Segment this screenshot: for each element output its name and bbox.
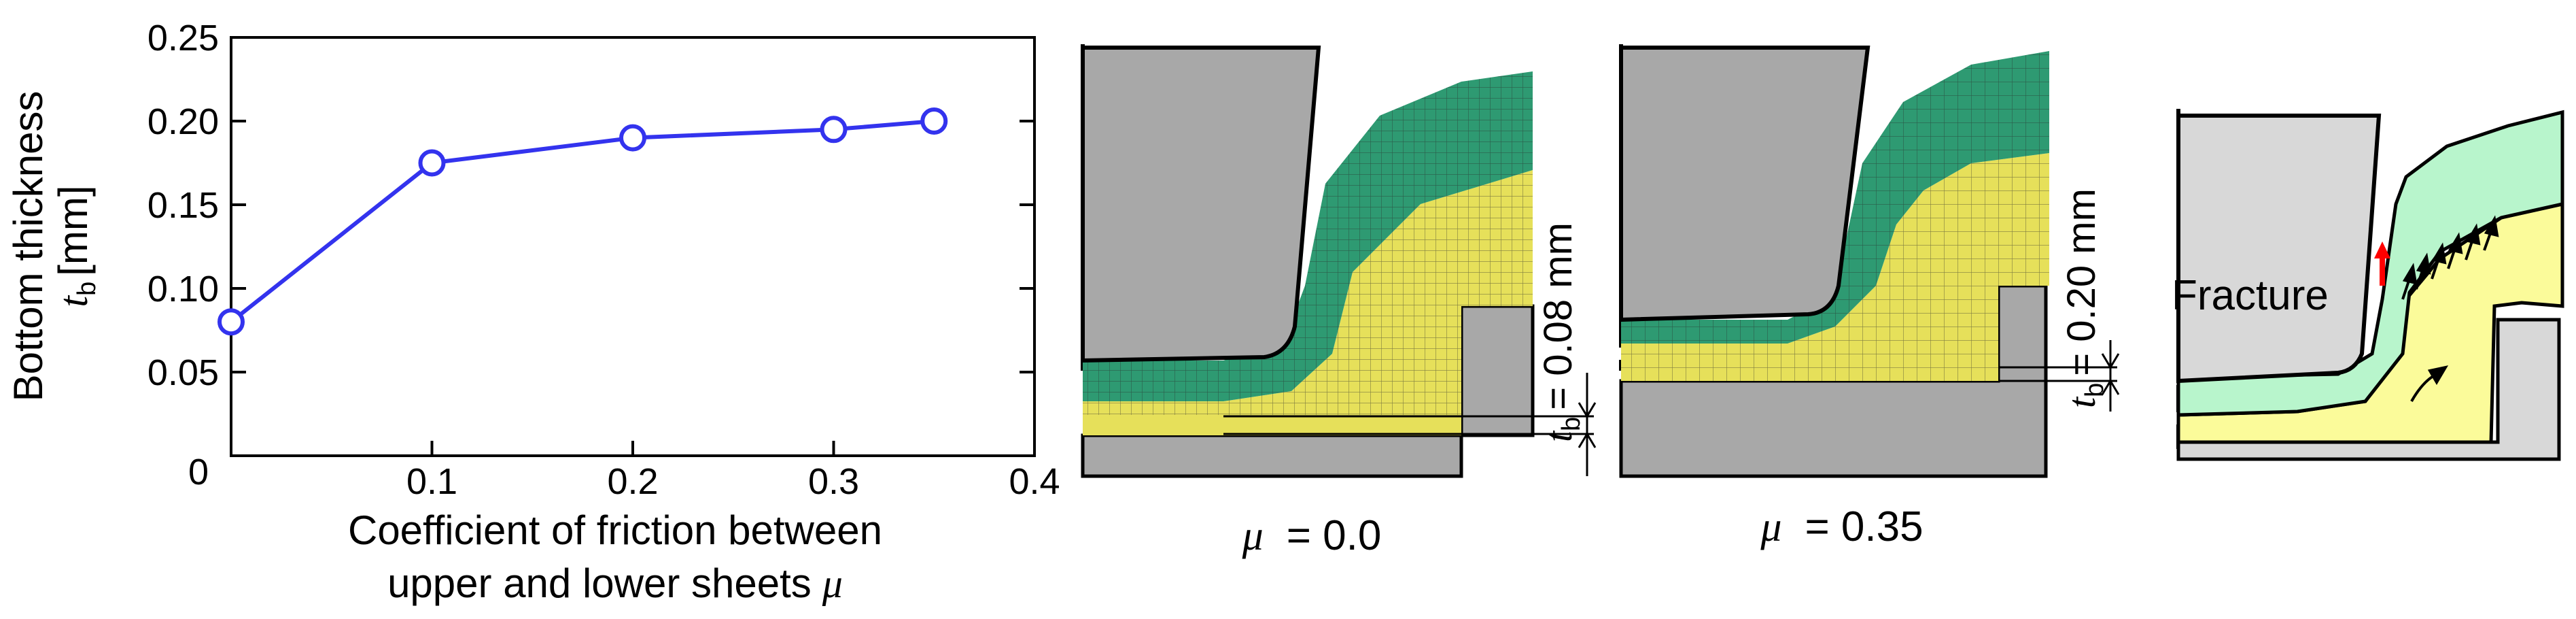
- flow-arrows: [2401, 215, 2499, 402]
- data-point: [619, 124, 646, 152]
- thickness-symbol-sub: b: [1557, 417, 1586, 431]
- fracture-schematic-panel: Fracture: [2172, 109, 2564, 461]
- thickness-vs-friction-chart: 0.1 0.2 0.3 0.4 0.05 0.10 0.15 0.20 0.25 0 Botto…: [5, 18, 1060, 606]
- mu-value: = 0.35: [1805, 503, 1924, 550]
- x-tick-label: 0.3: [808, 461, 859, 502]
- svg-text:tb[mm]: tb [mm]: [50, 185, 101, 307]
- mu-symbol: μ: [1242, 513, 1264, 559]
- data-point: [418, 149, 446, 177]
- y-tick-label: 0.05: [147, 352, 219, 393]
- die-shape: [2176, 318, 2561, 461]
- y-axis-label: Bottom thickness: [5, 91, 51, 402]
- y-axis-label-line1: Bottom thickness: [5, 91, 51, 402]
- thickness-symbol-t: t: [1536, 430, 1580, 442]
- origin-label: 0: [188, 452, 209, 492]
- thickness-symbol-sub: b: [2081, 383, 2109, 397]
- y-axis-symbol-t: t: [51, 295, 96, 307]
- y-axis-label-symbol: tb [mm]: [50, 185, 101, 307]
- data-point: [217, 308, 245, 336]
- mu-symbol: μ: [1760, 504, 1781, 550]
- x-axis-symbol-mu: μ: [822, 561, 843, 606]
- y-tick-label: 0.15: [147, 185, 219, 226]
- punch-shape: [1619, 46, 1870, 322]
- data-point: [920, 107, 948, 135]
- fracture-arrow: [2374, 241, 2390, 286]
- mu-caption-2: μ = 0.35: [1760, 503, 1923, 550]
- fracture-label: Fracture: [2172, 272, 2329, 319]
- svg-text:tb= 0.20 mm: tb = 0.20 mm: [2059, 188, 2109, 408]
- mu-caption-1: μ = 0.0: [1242, 512, 1382, 559]
- thickness-value: = 0.20 mm: [2059, 188, 2104, 376]
- thickness-label-2: tb = 0.20 mm: [2059, 188, 2109, 408]
- thickness-label-1: tb = 0.08 mm: [1536, 222, 1586, 442]
- series-line: [230, 119, 935, 324]
- simulation-panel-mu-035: tb = 0.20 mm μ = 0.35: [1619, 44, 2120, 550]
- y-axis-symbol-sub: b: [73, 282, 101, 296]
- data-point: [820, 116, 848, 144]
- x-axis-label-line2-group: upper and lower sheets μ: [387, 561, 843, 606]
- mu-value: = 0.0: [1287, 512, 1382, 559]
- thickness-symbol-t: t: [2059, 396, 2104, 408]
- punch-shape: [1081, 46, 1321, 363]
- y-axis-unit: [mm]: [50, 185, 96, 275]
- y-tick-label: 0.20: [147, 101, 219, 142]
- svg-text:tb= 0.08 mm: tb = 0.08 mm: [1536, 222, 1586, 442]
- x-axis-label-line2: upper and lower sheets: [387, 561, 812, 606]
- x-tick-label: 0.2: [607, 461, 658, 502]
- x-axis-label-line1: Coefficient of friction between: [348, 507, 882, 553]
- x-tick-label: 0.1: [406, 461, 457, 502]
- y-tick-label: 0.10: [147, 269, 219, 310]
- thickness-value: = 0.08 mm: [1536, 222, 1580, 410]
- simulation-panel-mu-0: tb = 0.08 mm μ = 0.0: [1081, 44, 1597, 559]
- axis-tick-labels: 0.1 0.2 0.3 0.4 0.05 0.10 0.15 0.20 0.25: [147, 18, 1060, 502]
- data-series: [217, 107, 948, 336]
- y-tick-label: 0.25: [147, 18, 219, 58]
- x-tick-label: 0.4: [1009, 461, 1060, 502]
- axis-ticks: [231, 36, 1036, 456]
- punch-shape: [2176, 114, 2382, 384]
- plot-area-frame: [230, 36, 1036, 457]
- upper-sheet: [2176, 110, 2564, 417]
